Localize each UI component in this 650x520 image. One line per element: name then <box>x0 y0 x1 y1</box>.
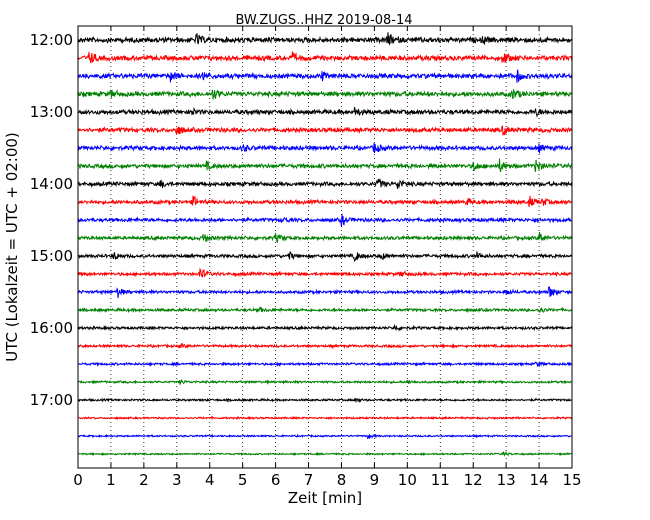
trace-row-4 <box>77 106 573 118</box>
y-tick-label: 14:00 <box>30 175 73 193</box>
trace-row-23 <box>78 450 573 457</box>
trace-row-15 <box>77 306 573 314</box>
vertical-gridlines <box>110 26 540 468</box>
trace-row-8 <box>77 177 573 189</box>
x-axis-label: Zeit [min] <box>288 489 362 507</box>
trace-row-13 <box>77 267 573 278</box>
trace-row-22 <box>77 433 573 440</box>
x-tick-label: 10 <box>398 471 417 489</box>
y-tick-label: 15:00 <box>30 247 73 265</box>
trace-row-1 <box>77 51 573 64</box>
x-tick-label: 14 <box>530 471 549 489</box>
trace-row-0 <box>77 32 573 46</box>
trace-row-11 <box>77 232 573 244</box>
y-tick-label: 12:00 <box>30 31 73 49</box>
x-tick-label: 11 <box>431 471 450 489</box>
trace-row-12 <box>77 251 573 263</box>
trace-row-3 <box>77 88 573 100</box>
x-tick-label: 0 <box>73 471 83 489</box>
x-axis-ticks: 0 1 2 3 4 5 6 7 8 9 10 11 12 13 14 15 <box>73 26 582 489</box>
trace-row-14 <box>77 286 573 299</box>
trace-row-18 <box>77 360 572 368</box>
x-tick-label: 12 <box>464 471 483 489</box>
x-tick-label: 2 <box>139 471 149 489</box>
seismic-traces <box>77 32 573 457</box>
trace-row-17 <box>77 342 573 350</box>
trace-row-10 <box>77 213 573 227</box>
trace-row-16 <box>77 323 573 332</box>
x-tick-label: 8 <box>337 471 347 489</box>
y-tick-label: 13:00 <box>30 103 73 121</box>
trace-row-7 <box>77 158 573 172</box>
trace-row-21 <box>77 415 573 421</box>
trace-row-6 <box>77 142 573 154</box>
trace-row-2 <box>77 69 573 83</box>
x-tick-label: 7 <box>304 471 314 489</box>
trace-row-20 <box>77 397 573 404</box>
x-tick-label: 15 <box>562 471 581 489</box>
y-axis-label: UTC (Lokalzeit = UTC + 02:00) <box>3 132 21 362</box>
x-tick-label: 1 <box>106 471 116 489</box>
x-tick-label: 4 <box>205 471 215 489</box>
x-tick-label: 9 <box>370 471 380 489</box>
y-tick-label: 17:00 <box>30 391 73 409</box>
x-tick-label: 6 <box>271 471 281 489</box>
trace-row-19 <box>77 379 573 385</box>
y-tick-label: 16:00 <box>30 319 73 337</box>
x-tick-label: 5 <box>238 471 248 489</box>
trace-row-5 <box>77 125 573 136</box>
plot-frame <box>77 25 573 469</box>
chart-title: BW.ZUGS..HHZ 2019-08-14 <box>235 13 412 28</box>
trace-row-9 <box>77 195 573 207</box>
x-tick-label: 3 <box>172 471 182 489</box>
x-tick-label: 13 <box>497 471 516 489</box>
y-axis-ticks: 12:00 13:00 14:00 15:00 16:00 17:00 <box>30 31 572 409</box>
